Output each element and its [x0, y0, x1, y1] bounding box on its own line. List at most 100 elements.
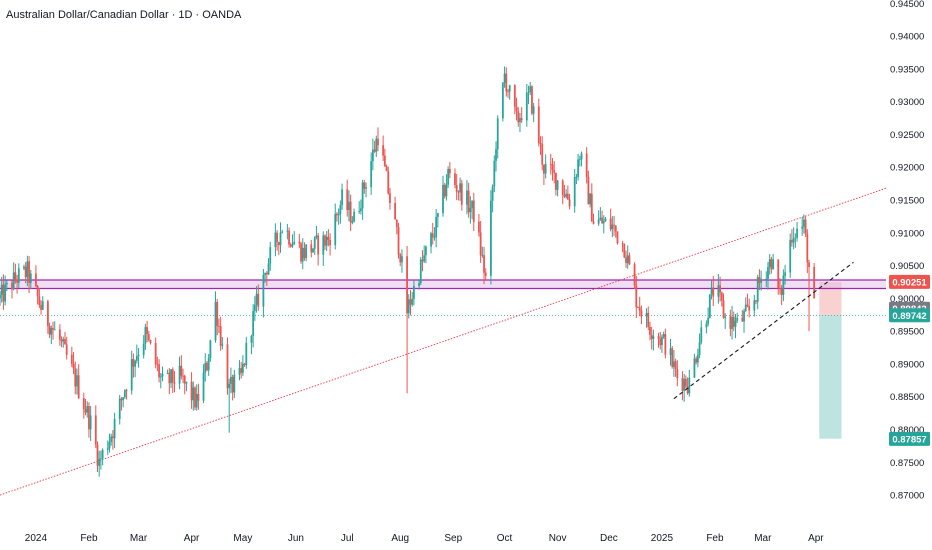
candle	[94, 405, 97, 449]
candle-body	[108, 441, 111, 449]
candle	[228, 378, 231, 433]
candle	[180, 355, 183, 380]
candle	[447, 166, 450, 189]
candle	[351, 216, 354, 225]
candle	[192, 381, 195, 411]
candle-body	[561, 180, 564, 195]
candle-body	[597, 219, 600, 224]
candle-body	[794, 237, 797, 239]
candle-body	[300, 243, 302, 262]
candle-body	[351, 221, 354, 223]
candle	[767, 262, 769, 290]
annotation-background-layer	[0, 187, 887, 496]
stop-loss-zone	[819, 281, 842, 316]
candle-body	[484, 272, 487, 276]
candle	[305, 244, 308, 262]
candle	[23, 264, 25, 271]
time-tick-label: Oct	[497, 533, 513, 544]
candle	[419, 256, 422, 286]
candle	[264, 272, 267, 283]
price-tick-label: 0.93000	[890, 97, 924, 108]
price-label-stop: 0.90251	[889, 274, 930, 289]
candle	[543, 164, 545, 185]
candle-body	[543, 164, 545, 174]
candle	[529, 81, 532, 95]
price-tick-label: 0.89500	[890, 327, 924, 338]
candle-body	[370, 161, 373, 188]
candle	[472, 192, 475, 232]
candle-body	[206, 362, 208, 371]
candle	[623, 243, 626, 259]
candle	[77, 364, 80, 400]
candle-body	[28, 261, 30, 283]
candle	[106, 440, 109, 456]
candle	[688, 369, 691, 397]
candle-body	[185, 381, 188, 384]
candle	[481, 246, 484, 258]
candle-body	[170, 369, 172, 384]
candle	[791, 229, 793, 247]
candle	[161, 366, 164, 382]
candle-body	[575, 176, 578, 178]
candle-body	[361, 182, 364, 209]
time-axis[interactable]: 2024 Feb Mar Apr May Jun Jul Aug Sep Oct Nov Dec 202…	[25, 533, 825, 544]
candle	[556, 180, 559, 197]
price-tick-label: 0.88000	[890, 425, 924, 436]
candle	[88, 402, 90, 438]
candle	[796, 221, 798, 242]
candle	[496, 115, 499, 159]
candle-body	[801, 226, 804, 229]
candle	[207, 353, 210, 376]
price-tick-label: 0.89000	[890, 359, 924, 370]
candle-body	[346, 189, 349, 211]
candle-body	[173, 382, 176, 384]
candle	[245, 336, 248, 369]
time-tick-label: Dec	[600, 533, 618, 544]
candle-body	[36, 286, 39, 297]
candle	[313, 236, 316, 256]
candle-body	[736, 317, 739, 321]
candle	[118, 394, 121, 425]
price-axis[interactable]: 0.94500 0.94000 0.93500 0.93000 0.92500 0.920…	[890, 0, 924, 502]
candle-body	[707, 317, 710, 324]
candle	[147, 330, 150, 342]
candle-body	[695, 358, 698, 363]
take-profit-zone	[819, 315, 842, 439]
candle-body	[748, 306, 751, 311]
candle	[782, 269, 785, 302]
candle	[14, 263, 17, 284]
candle	[551, 158, 554, 181]
candle-body	[471, 200, 473, 208]
candle	[74, 361, 77, 395]
candle-body	[705, 323, 708, 328]
candle	[760, 270, 763, 291]
candle	[743, 308, 745, 333]
candle	[159, 372, 162, 389]
candle-body	[676, 369, 679, 379]
price-label-text: 0.90251	[892, 277, 927, 288]
candle	[353, 208, 355, 223]
candle-body	[640, 310, 643, 317]
candle-body	[334, 213, 337, 246]
candle	[134, 359, 137, 378]
candle-body	[401, 256, 403, 263]
candle-body	[216, 302, 219, 327]
candle-body	[549, 163, 552, 165]
candle-body	[106, 448, 109, 450]
candle	[149, 339, 152, 345]
candle	[638, 296, 641, 317]
candle-body	[382, 145, 385, 156]
candle-body	[257, 293, 260, 307]
candle-body	[645, 312, 648, 317]
candle-body	[383, 155, 386, 167]
candle-body	[358, 210, 361, 212]
candle	[108, 433, 111, 453]
candle	[669, 338, 672, 366]
candle	[424, 245, 427, 264]
candle	[554, 172, 557, 196]
candle-body	[41, 301, 44, 310]
candle	[250, 334, 253, 355]
candle	[310, 239, 313, 258]
candle-body	[765, 278, 768, 280]
